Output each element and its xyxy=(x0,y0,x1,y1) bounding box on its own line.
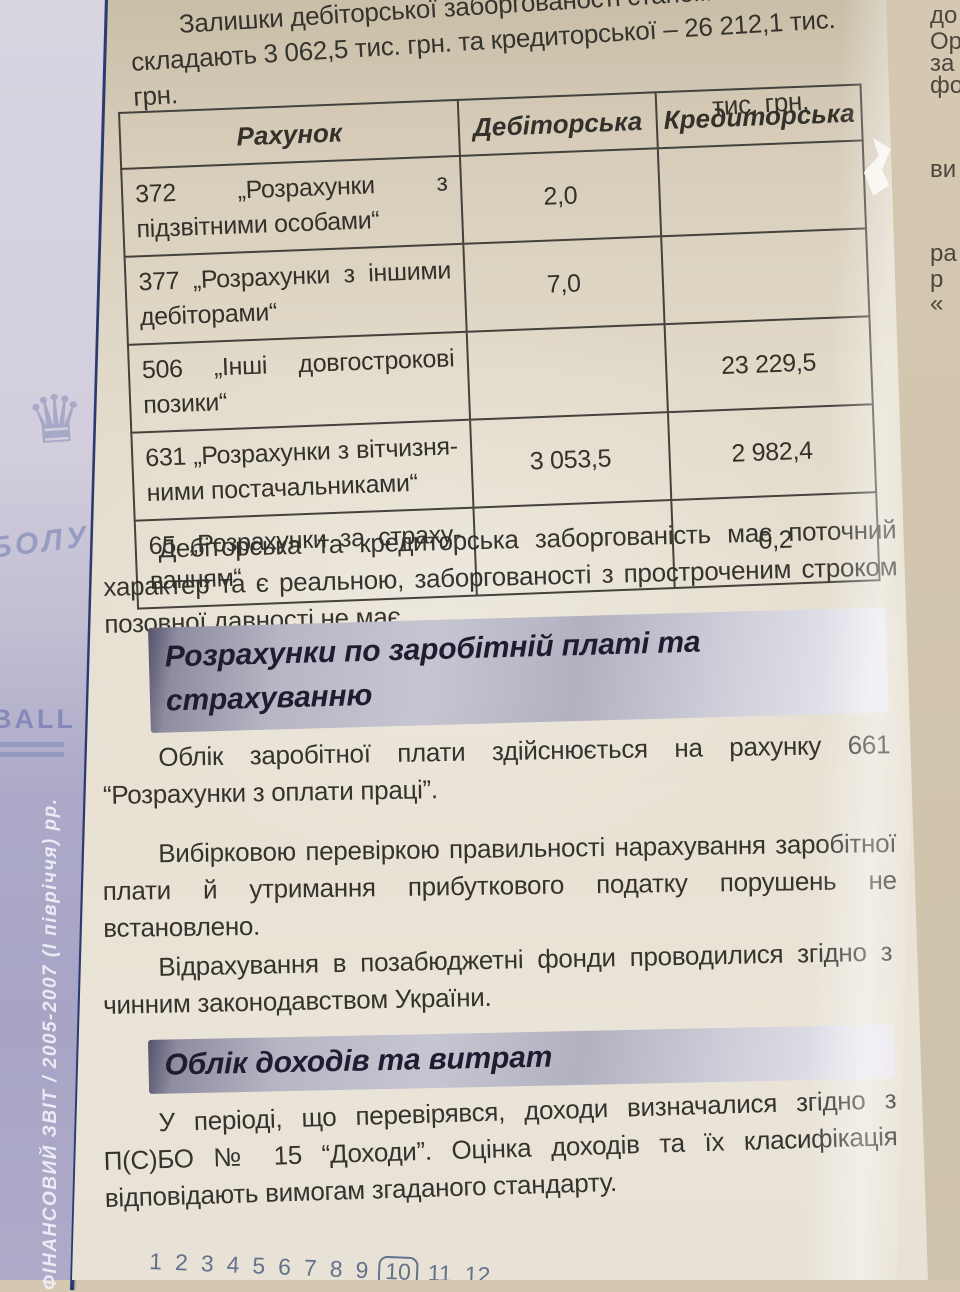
watermark-text: БОЛУ xyxy=(0,519,93,566)
paragraph-account-661: Облік заробітної плати здійснюється на р… xyxy=(102,729,891,810)
page-number: 6 xyxy=(277,1253,292,1280)
page-number: 7 xyxy=(303,1254,318,1281)
page-number: 8 xyxy=(329,1255,344,1283)
page-number-current: 10 xyxy=(377,1255,419,1280)
paragraph-income: У періоді, що перевірявся, доходи визнач… xyxy=(103,1084,898,1213)
page-number: 12 xyxy=(464,1261,491,1289)
account-cell: 631 „Розрахунки з вітчизня-ними постачал… xyxy=(131,419,474,521)
page-number: 1 xyxy=(148,1247,163,1275)
page-number: 4 xyxy=(226,1251,241,1278)
debit-cell xyxy=(466,324,668,420)
section-heading-income: Облік доходів та витрат xyxy=(148,1024,895,1094)
page-edge-text-fragment: ра xyxy=(930,240,957,267)
page-number: 11 xyxy=(427,1259,453,1287)
page-edge-text-fragment: « xyxy=(930,290,944,317)
paragraph-funds: Відрахування в позабюджетні фонди провод… xyxy=(102,936,893,1020)
page-number: 2 xyxy=(174,1249,189,1276)
column-header-credit: Кредиторська xyxy=(655,84,863,149)
page-number: 3 xyxy=(200,1250,215,1277)
credit-cell xyxy=(657,140,867,237)
page-edge-text-fragment: за xyxy=(930,50,955,77)
page-number: 9 xyxy=(355,1256,369,1284)
page-tear-mark xyxy=(863,138,891,197)
section-heading-salary: Розрахунки по заробітній платі та страху… xyxy=(148,607,889,733)
paragraph-salary-check: Вибірковою перевіркою правильності нарах… xyxy=(102,827,897,943)
account-cell: 372 „Розрахунки з підзвітними особами“ xyxy=(121,155,463,257)
page-edge-text-fragment: р xyxy=(930,266,944,293)
page-edge-text-fragment: ви xyxy=(930,156,957,183)
credit-cell: 23 229,5 xyxy=(664,316,873,413)
page-edge-text-fragment: Ор xyxy=(930,28,960,55)
page-edge-text-fragment: фо xyxy=(930,72,960,99)
account-cell: 377 „Розрахунки з іншими дебіторами“ xyxy=(124,243,467,345)
column-header-debit: Дебіторська xyxy=(457,92,658,156)
page-number: 5 xyxy=(251,1252,266,1279)
credit-cell xyxy=(661,228,870,325)
account-cell: 506 „Інші довгострокові позики“ xyxy=(127,331,470,433)
spine-vertical-title: ФІНАНСОВИЙ ЗВІТ / 2005-2007 (І півріччя)… xyxy=(40,797,61,1290)
debit-cell: 7,0 xyxy=(462,236,665,332)
page-number-strip: 1 2 3 4 5 6 7 8 9 10 11 12 xyxy=(148,1246,491,1289)
debit-cell: 3 053,5 xyxy=(469,412,672,508)
debit-cell: 2,0 xyxy=(459,148,662,244)
credit-cell: 2 982,4 xyxy=(667,404,877,501)
crest-watermark-icon: ♛ xyxy=(23,380,88,458)
ball-logo-subtext xyxy=(0,742,64,758)
ball-logo-text: BALL xyxy=(0,704,76,734)
page-edge-text-fragment: до xyxy=(930,2,958,29)
